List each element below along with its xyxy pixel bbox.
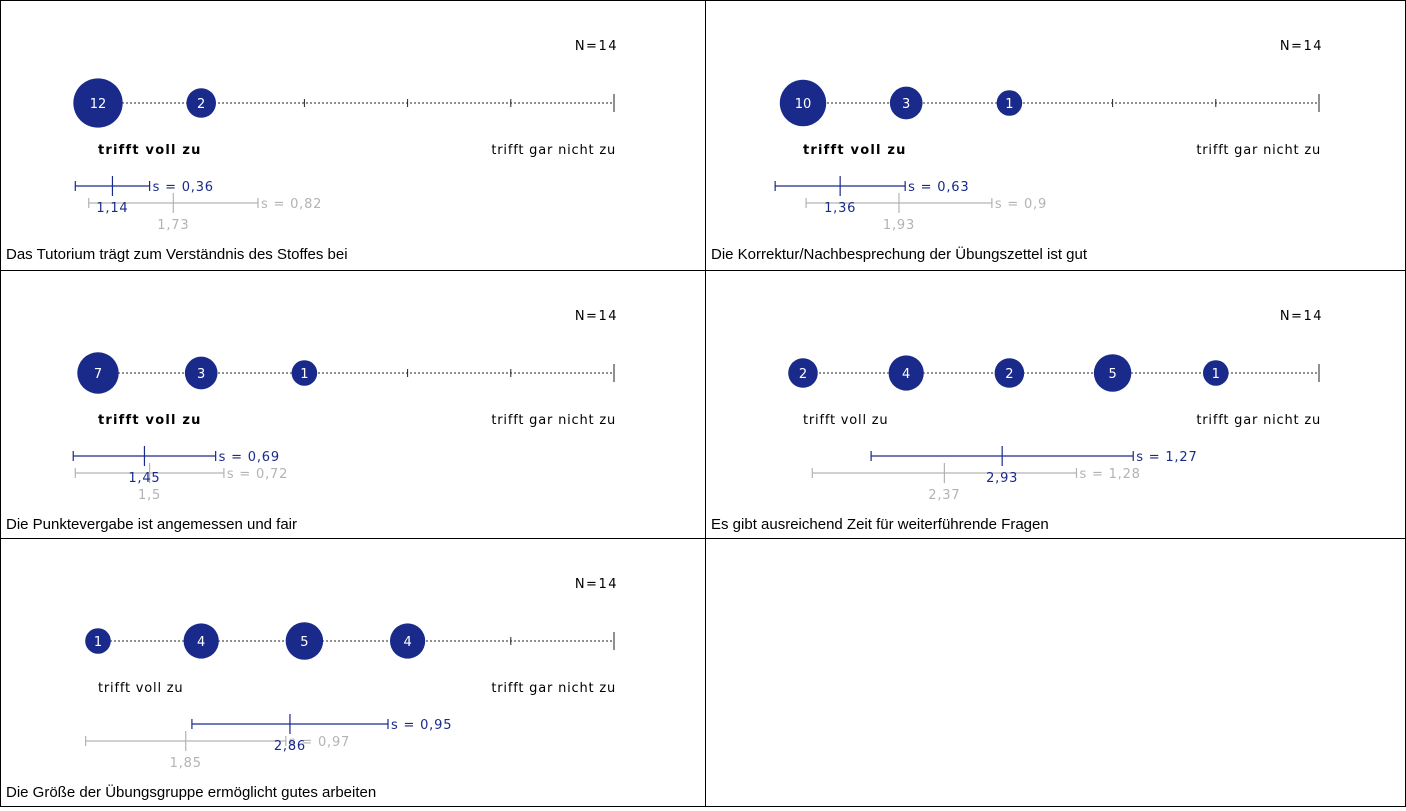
n-label: N=14 — [575, 39, 618, 54]
bubble-count-label: 2 — [1005, 367, 1013, 382]
bubble-count-label: 2 — [799, 367, 807, 382]
primary-sd-label: s = 0,63 — [908, 180, 969, 195]
primary-mean-label: 1,45 — [128, 471, 160, 486]
bubble-count-label: 2 — [197, 97, 205, 112]
bubble-count-label: 10 — [795, 97, 812, 112]
bubble-count-label: 1 — [300, 367, 308, 382]
count-bubble — [184, 356, 218, 390]
primary-sd-label: s = 0,95 — [391, 718, 452, 733]
bubble-chart: N=14 7 3 1 trifft voll zu trifft gar nicht zu… — [72, 309, 618, 503]
scale-left-label: trifft voll zu — [803, 413, 888, 428]
bubble-count-label: 12 — [90, 97, 107, 112]
count-bubble — [285, 622, 324, 660]
secondary-sd-label: s = 0,9 — [995, 197, 1047, 212]
count-bubble — [996, 90, 1023, 116]
bubble-chart: N=14 2 4 2 5 1 trifft voll zu trifft gar nicht … — [788, 309, 1323, 503]
primary-mean-label: 1,36 — [824, 201, 856, 216]
secondary-sd-label: s = 0,82 — [261, 197, 322, 212]
scale-right-label: trifft gar nicht zu — [1196, 143, 1321, 158]
count-bubble — [889, 86, 923, 120]
secondary-sd-label: s = 1,28 — [1079, 467, 1140, 482]
primary-mean-label: 1,14 — [96, 201, 128, 216]
question-text: Es gibt ausreichend Zeit für weiterführe… — [711, 516, 1049, 533]
n-label: N=14 — [1280, 39, 1323, 54]
count-bubble — [779, 79, 827, 127]
count-bubble — [788, 358, 818, 388]
bubble-count-label: 7 — [94, 367, 102, 382]
question-panel: N=14 7 3 1 trifft voll zu trifft gar nicht zu… — [0, 270, 705, 539]
bubble-count-label: 1 — [94, 635, 102, 650]
question-text: Die Punktevergabe ist angemessen und fai… — [6, 516, 298, 533]
question-panel: N=14 12 2 trifft voll zu trifft gar nicht zu… — [0, 0, 705, 269]
count-bubble — [291, 360, 318, 386]
primary-mean-label: 2,93 — [986, 471, 1018, 486]
count-bubble — [183, 623, 219, 659]
primary-mean-label: 2,86 — [274, 739, 306, 754]
bubble-count-label: 4 — [403, 635, 411, 650]
primary-sd-label: s = 1,27 — [1136, 450, 1197, 465]
count-bubble — [888, 355, 924, 391]
bubble-count-label: 3 — [902, 97, 910, 112]
bubble-count-label: 3 — [197, 367, 205, 382]
bubble-count-label: 4 — [197, 635, 205, 650]
count-bubble — [1093, 354, 1132, 392]
scale-right-label: trifft gar nicht zu — [1196, 413, 1321, 428]
bubble-count-label: 1 — [1005, 97, 1013, 112]
scale-right-label: trifft gar nicht zu — [491, 681, 616, 696]
scale-right-label: trifft gar nicht zu — [491, 413, 616, 428]
scale-right-label: trifft gar nicht zu — [491, 143, 616, 158]
n-label: N=14 — [1280, 309, 1323, 324]
count-bubble — [389, 623, 426, 659]
secondary-mean-label: 1,5 — [138, 488, 161, 503]
count-bubble — [77, 352, 119, 394]
bubble-count-label: 5 — [300, 635, 308, 650]
scale-left-label: trifft voll zu — [98, 413, 202, 428]
secondary-mean-label: 1,73 — [157, 218, 189, 233]
secondary-sd-label: s = 0,72 — [227, 467, 288, 482]
bubble-chart: N=14 12 2 trifft voll zu trifft gar nicht zu… — [73, 39, 618, 233]
n-label: N=14 — [575, 309, 618, 324]
bubble-count-label: 1 — [1212, 367, 1220, 382]
secondary-sd-label: s = 0,97 — [289, 735, 350, 750]
secondary-mean-label: 1,85 — [170, 756, 202, 771]
question-text: Die Korrektur/Nachbesprechung der Übungs… — [711, 246, 1088, 263]
primary-sd-label: s = 0,36 — [153, 180, 214, 195]
bubble-chart: N=14 10 3 1 trifft voll zu trifft gar nicht z… — [774, 39, 1323, 233]
count-bubble — [186, 88, 217, 118]
question-text: Das Tutorium trägt zum Verständnis des S… — [6, 246, 348, 263]
scale-left-label: trifft voll zu — [98, 143, 202, 158]
question-panel: N=14 1 4 5 4 trifft voll zu trifft gar nicht z… — [0, 538, 705, 807]
count-bubble — [1202, 360, 1229, 386]
bubble-count-label: 5 — [1108, 367, 1116, 382]
secondary-mean-label: 1,93 — [883, 218, 915, 233]
primary-sd-label: s = 0,69 — [219, 450, 280, 465]
secondary-mean-label: 2,37 — [928, 488, 960, 503]
bubble-chart: N=14 1 4 5 4 trifft voll zu trifft gar nicht z… — [85, 577, 618, 771]
n-label: N=14 — [575, 577, 618, 592]
count-bubble — [994, 358, 1025, 388]
bubble-count-label: 4 — [902, 367, 910, 382]
question-panel: N=14 10 3 1 trifft voll zu trifft gar nicht z… — [705, 0, 1406, 269]
count-bubble — [73, 78, 123, 128]
scale-left-label: trifft voll zu — [803, 143, 907, 158]
question-panel: N=14 2 4 2 5 1 trifft voll zu trifft gar nicht … — [705, 270, 1406, 539]
question-text: Die Größe der Übungsgruppe ermöglicht gu… — [6, 784, 377, 801]
count-bubble — [85, 628, 111, 654]
scale-left-label: trifft voll zu — [98, 681, 183, 696]
